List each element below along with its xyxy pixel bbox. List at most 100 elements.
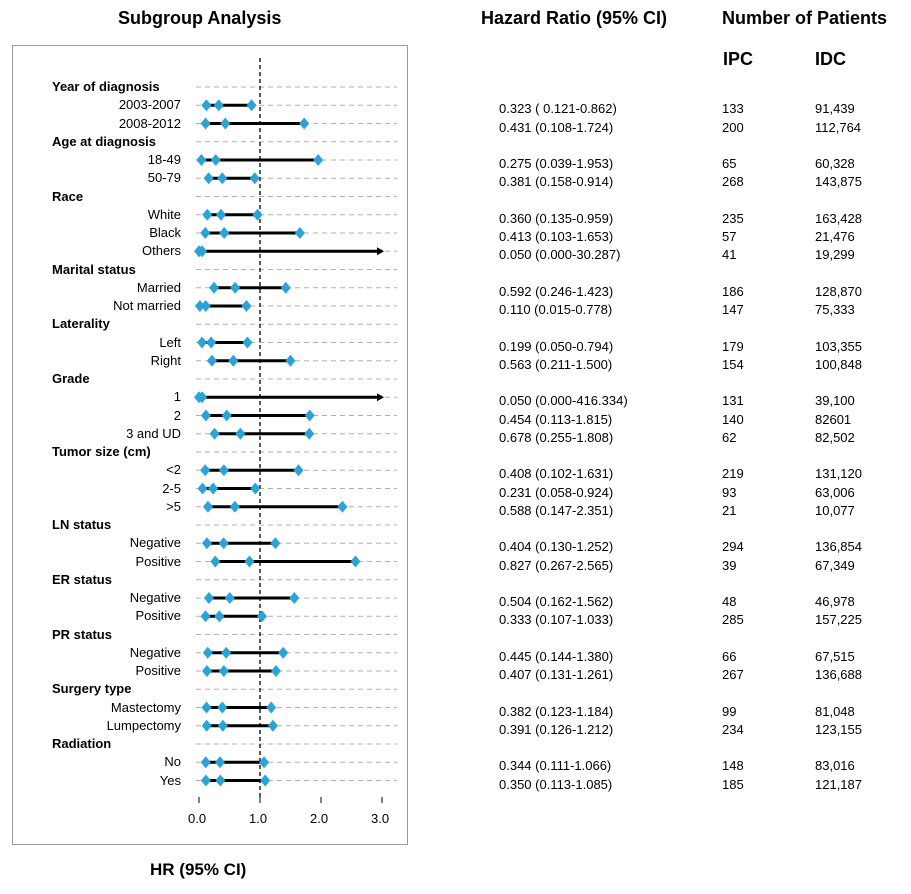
ipc-count-year-of-diagnosis-2008-2012: 200 [722, 119, 744, 135]
section-label-surgery-type: Surgery type [52, 681, 132, 697]
hr-text-surgery-type-lumpectomy: 0.391 (0.126-1.212) [499, 721, 614, 737]
ipc-count-radiation-yes: 185 [722, 776, 744, 792]
idc-count-laterality-left: 103,355 [815, 338, 862, 354]
section-label-radiation: Radiation [52, 736, 112, 751]
ci-upper-marker-grade-3-and-ud [304, 427, 315, 440]
ci-upper-marker-er-status-negative [289, 592, 300, 604]
section-label-pr-status: PR status [52, 626, 112, 642]
hr-point-marker-laterality-left [206, 336, 217, 349]
ci-lower-marker-tumor-size-cm-2-5 [197, 482, 208, 495]
idc-count-surgery-type-mastectomy: 81,048 [815, 703, 855, 719]
ci-lower-marker-ln-status-positive [210, 555, 221, 568]
hr-point-marker-radiation-yes [215, 774, 226, 787]
ci-upper-marker-marital-status-not-married [241, 300, 252, 312]
ipc-count-laterality-right: 154 [722, 356, 744, 372]
hr-text-year-of-diagnosis-2008-2012: 0.431 (0.108-1.724) [499, 119, 614, 135]
subgroup-label-radiation-no: No [164, 754, 181, 770]
hr-point-marker-race-others [197, 245, 208, 258]
hr-text-pr-status-positive: 0.407 (0.131-1.261) [499, 667, 614, 682]
hr-text-race-others: 0.050 (0.000-30.287) [499, 247, 621, 263]
hr-text-age-at-diagnosis-50-79: 0.381 (0.158-0.914) [499, 174, 614, 190]
hr-point-marker-race-black [219, 227, 230, 239]
hr-point-marker-pr-status-positive [218, 665, 229, 677]
ci-upper-marker-radiation-no [259, 756, 270, 769]
ipc-count-ln-status-positive: 39 [722, 557, 737, 573]
idc-count-tumor-size-cm-2-5: 63,006 [815, 484, 855, 500]
hr-point-marker-laterality-right [228, 354, 239, 367]
ci-upper-marker-age-at-diagnosis-18-49 [313, 154, 324, 166]
ipc-count-er-status-positive: 285 [722, 612, 744, 628]
hr-point-marker-tumor-size-cm-2-5 [208, 482, 219, 495]
subgroup-label-grade-3-and-ud: 3 and UD [126, 425, 181, 441]
ci-lower-marker-radiation-yes [200, 774, 211, 787]
hr-text-race-white: 0.360 (0.135-0.959) [499, 210, 614, 226]
idc-count-grade-2: 82601 [815, 411, 852, 427]
ipc-count-tumor-size-cm-gt5: 21 [722, 502, 737, 518]
hazard-ratio-header: Hazard Ratio (95% CI) [481, 8, 668, 28]
ci-lower-marker-surgery-type-lumpectomy [201, 719, 212, 732]
idc-column-header: IDC [815, 49, 846, 69]
ci-lower-marker-er-status-positive [200, 610, 211, 623]
hr-text-tumor-size-cm-lt2: 0.408 (0.102-1.631) [499, 466, 614, 482]
hr-text-radiation-no: 0.344 (0.111-1.066) [499, 758, 612, 774]
idc-count-grade-3-and-ud: 82,502 [815, 429, 855, 445]
ci-lower-marker-pr-status-negative [202, 646, 213, 659]
forest-plot-panel [12, 45, 408, 845]
hr-point-marker-marital-status-married [230, 281, 241, 294]
hr-point-marker-tumor-size-cm-gt5 [229, 500, 240, 513]
subgroup-label-radiation-yes: Yes [159, 772, 181, 788]
ipc-count-surgery-type-mastectomy: 99 [722, 703, 737, 719]
ipc-count-surgery-type-lumpectomy: 234 [722, 721, 744, 737]
idc-count-surgery-type-lumpectomy: 123,155 [815, 721, 862, 737]
subgroup-label-age-at-diagnosis-50-79: 50-79 [147, 170, 181, 186]
idc-count-age-at-diagnosis-50-79: 143,875 [815, 174, 862, 190]
hr-text-year-of-diagnosis-2003-2007: 0.323 ( 0.121-0.862) [499, 101, 617, 117]
section-label-marital-status: Marital status [52, 261, 136, 277]
ci-lower-marker-age-at-diagnosis-18-49 [196, 154, 207, 166]
hr-point-marker-ln-status-positive [244, 555, 255, 568]
ipc-count-er-status-negative: 48 [722, 594, 737, 609]
ci-upper-marker-laterality-right [285, 354, 296, 367]
ipc-count-marital-status-married: 186 [722, 283, 744, 299]
hr-point-marker-age-at-diagnosis-18-49 [210, 154, 221, 166]
ci-lower-marker-year-of-diagnosis-2008-2012 [200, 117, 211, 130]
ipc-count-laterality-left: 179 [722, 338, 744, 354]
ci-arrow-race-others [377, 247, 384, 256]
ci-upper-marker-surgery-type-lumpectomy [267, 719, 278, 732]
hr-point-marker-radiation-no [214, 756, 225, 769]
idc-count-tumor-size-cm-gt5: 10,077 [815, 502, 855, 518]
ci-lower-marker-tumor-size-cm-gt5 [202, 500, 213, 513]
ci-upper-marker-tumor-size-cm-2-5 [250, 482, 261, 495]
hr-text-tumor-size-cm-2-5: 0.231 (0.058-0.924) [499, 484, 614, 500]
subgroup-label-marital-status-not-married: Not married [113, 298, 181, 313]
idc-count-age-at-diagnosis-18-49: 60,328 [815, 156, 855, 171]
idc-count-er-status-negative: 46,978 [815, 594, 855, 609]
subgroup-label-tumor-size-cm-2-5: 2-5 [162, 480, 181, 496]
ci-lower-marker-marital-status-not-married [194, 300, 205, 312]
subgroup-label-er-status-negative: Negative [129, 590, 181, 605]
idc-count-marital-status-married: 128,870 [815, 283, 862, 299]
ipc-count-tumor-size-cm-lt2: 219 [722, 466, 744, 482]
ci-lower-marker-tumor-size-cm-lt2 [200, 464, 211, 477]
subgroup-label-race-white: White [147, 206, 181, 222]
subgroup-label-ln-status-negative: Negative [129, 535, 181, 551]
hr-point-marker-age-at-diagnosis-50-79 [217, 172, 228, 185]
subgroup-label-grade-2: 2 [173, 407, 181, 423]
idc-count-year-of-diagnosis-2003-2007: 91,439 [815, 101, 855, 117]
ci-upper-marker-ln-status-positive [350, 555, 361, 568]
hr-text-radiation-yes: 0.350 (0.113-1.085) [499, 776, 613, 792]
ci-upper-marker-age-at-diagnosis-50-79 [249, 172, 260, 185]
subgroup-label-laterality-right: Right [150, 352, 181, 368]
ci-upper-marker-year-of-diagnosis-2008-2012 [299, 117, 310, 130]
hr-text-er-status-positive: 0.333 (0.107-1.033) [499, 612, 614, 628]
idc-count-marital-status-not-married: 75,333 [815, 302, 855, 317]
hr-text-grade-3-and-ud: 0.678 (0.255-1.808) [499, 429, 614, 445]
subgroup-label-marital-status-married: Married [136, 279, 181, 295]
subgroup-label-er-status-positive: Positive [135, 608, 181, 624]
x-axis-title: HR (95% CI) [150, 860, 247, 879]
subgroup-label-surgery-type-mastectomy: Mastectomy [110, 699, 181, 715]
idc-count-grade-1: 39,100 [815, 393, 855, 409]
section-label-er-status: ER status [52, 571, 112, 587]
ipc-count-year-of-diagnosis-2003-2007: 133 [722, 101, 744, 117]
forest-plot [194, 58, 397, 803]
